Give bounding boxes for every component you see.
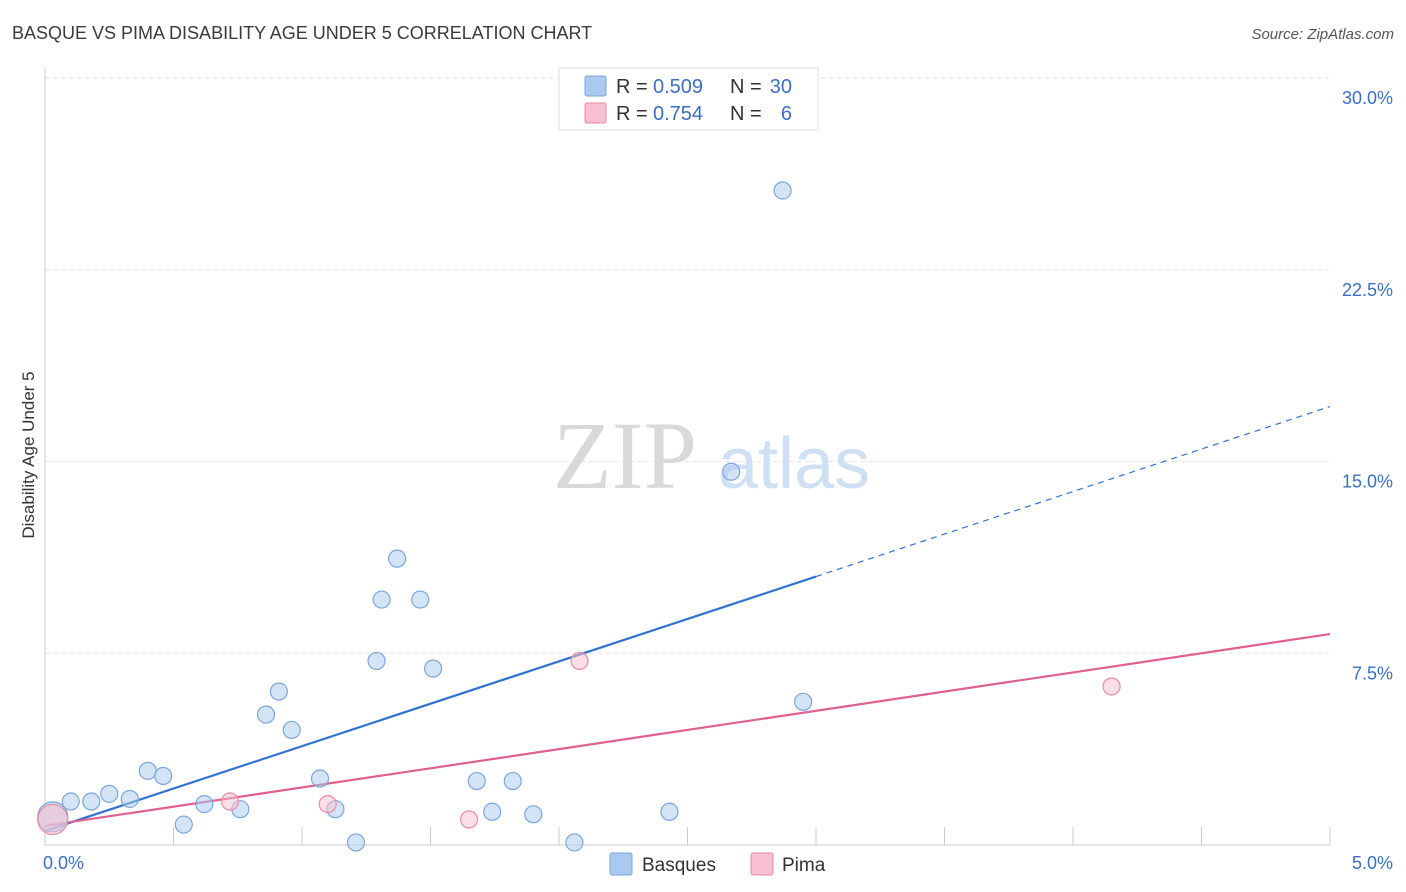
point-pima-1	[220, 792, 240, 811]
point-basques-10	[256, 705, 276, 724]
point-basques-7	[174, 815, 193, 834]
point-basques-5	[138, 761, 157, 780]
point-pima-5	[1102, 677, 1121, 696]
stats-legend-r-label-pima: R =	[616, 103, 653, 125]
point-basques-27	[722, 462, 741, 481]
point-basques-4	[120, 789, 139, 809]
point-basques-19	[411, 590, 430, 609]
point-basques-13	[310, 769, 330, 788]
point-basques-29	[794, 692, 813, 711]
x-tick-labels: 0.0% 5.0%	[43, 853, 1393, 873]
chart-source: Source: ZipAtlas.com	[1251, 26, 1394, 43]
legend-label-pima: Pima	[782, 855, 826, 876]
legend-swatch-basques	[609, 852, 633, 876]
point-basques-2	[82, 792, 101, 811]
stats-legend-r-value-basques: 0.509	[653, 76, 703, 98]
point-basques-12	[282, 720, 301, 740]
legend-swatch-pima	[750, 852, 774, 876]
point-basques-22	[483, 802, 502, 821]
stats-legend-n-label-pima: N =	[730, 103, 767, 125]
point-pima-0	[37, 803, 69, 836]
y-tick-label-0: 30.0%	[1342, 88, 1393, 108]
trend-line-extension-basques	[815, 405, 1331, 578]
trend-line-basques	[44, 575, 817, 832]
legend-label-basques: Basques	[642, 855, 716, 876]
trend-line-pima	[44, 632, 1331, 827]
watermark-zip: ZIP	[553, 402, 697, 509]
stats-legend-swatch-pima	[584, 102, 607, 124]
data-points	[37, 181, 1121, 852]
x-tick-label-1: 5.0%	[1352, 853, 1393, 873]
point-basques-28	[773, 181, 792, 200]
point-basques-18	[387, 549, 407, 568]
point-pima-3	[459, 810, 479, 829]
point-pima-4	[570, 651, 589, 671]
gridlines	[45, 77, 1330, 654]
point-basques-25	[565, 833, 584, 852]
chart-title: BASQUE VS PIMA DISABILITY AGE UNDER 5 CO…	[12, 23, 592, 43]
y-tick-label-3: 7.5%	[1352, 663, 1393, 683]
point-basques-26	[660, 802, 679, 821]
point-basques-15	[346, 833, 366, 852]
point-basques-24	[524, 805, 543, 824]
watermark-atlas: atlas	[718, 424, 870, 504]
point-basques-16	[367, 651, 386, 671]
stats-legend-r-label-basques: R =	[616, 76, 653, 98]
y-tick-labels: 30.0% 22.5% 15.0% 7.5%	[1342, 88, 1393, 683]
stats-legend-n-value-basques: 30	[770, 76, 792, 98]
stats-legend-n-label-basques: N =	[730, 76, 767, 98]
point-basques-17	[372, 590, 391, 609]
point-basques-1	[61, 792, 80, 811]
point-basques-11	[269, 682, 288, 701]
x-tick-label-0: 0.0%	[43, 853, 84, 873]
point-basques-23	[503, 771, 522, 791]
x-minor-ticks	[173, 827, 1331, 845]
point-pima-2	[318, 794, 337, 814]
stats-legend-r-value-pima: 0.754	[653, 103, 703, 125]
point-basques-6	[154, 766, 173, 786]
point-basques-3	[100, 784, 119, 803]
y-tick-label-1: 22.5%	[1342, 280, 1393, 300]
y-axis-label: Disability Age Under 5	[19, 371, 38, 538]
stats-legend-swatch-basques	[584, 75, 607, 97]
watermark: ZIP atlas	[553, 402, 870, 509]
point-basques-21	[467, 771, 486, 791]
y-tick-label-2: 15.0%	[1342, 472, 1393, 492]
point-basques-8	[195, 794, 214, 814]
stats-legend-n-value-pima: 6	[781, 103, 792, 125]
point-basques-20	[423, 659, 443, 678]
series-legend: Basques Pima	[609, 852, 826, 876]
trend-lines	[44, 405, 1331, 832]
stats-legend: R = 0.509 N = 30 R = 0.754 N = 6	[558, 67, 819, 131]
